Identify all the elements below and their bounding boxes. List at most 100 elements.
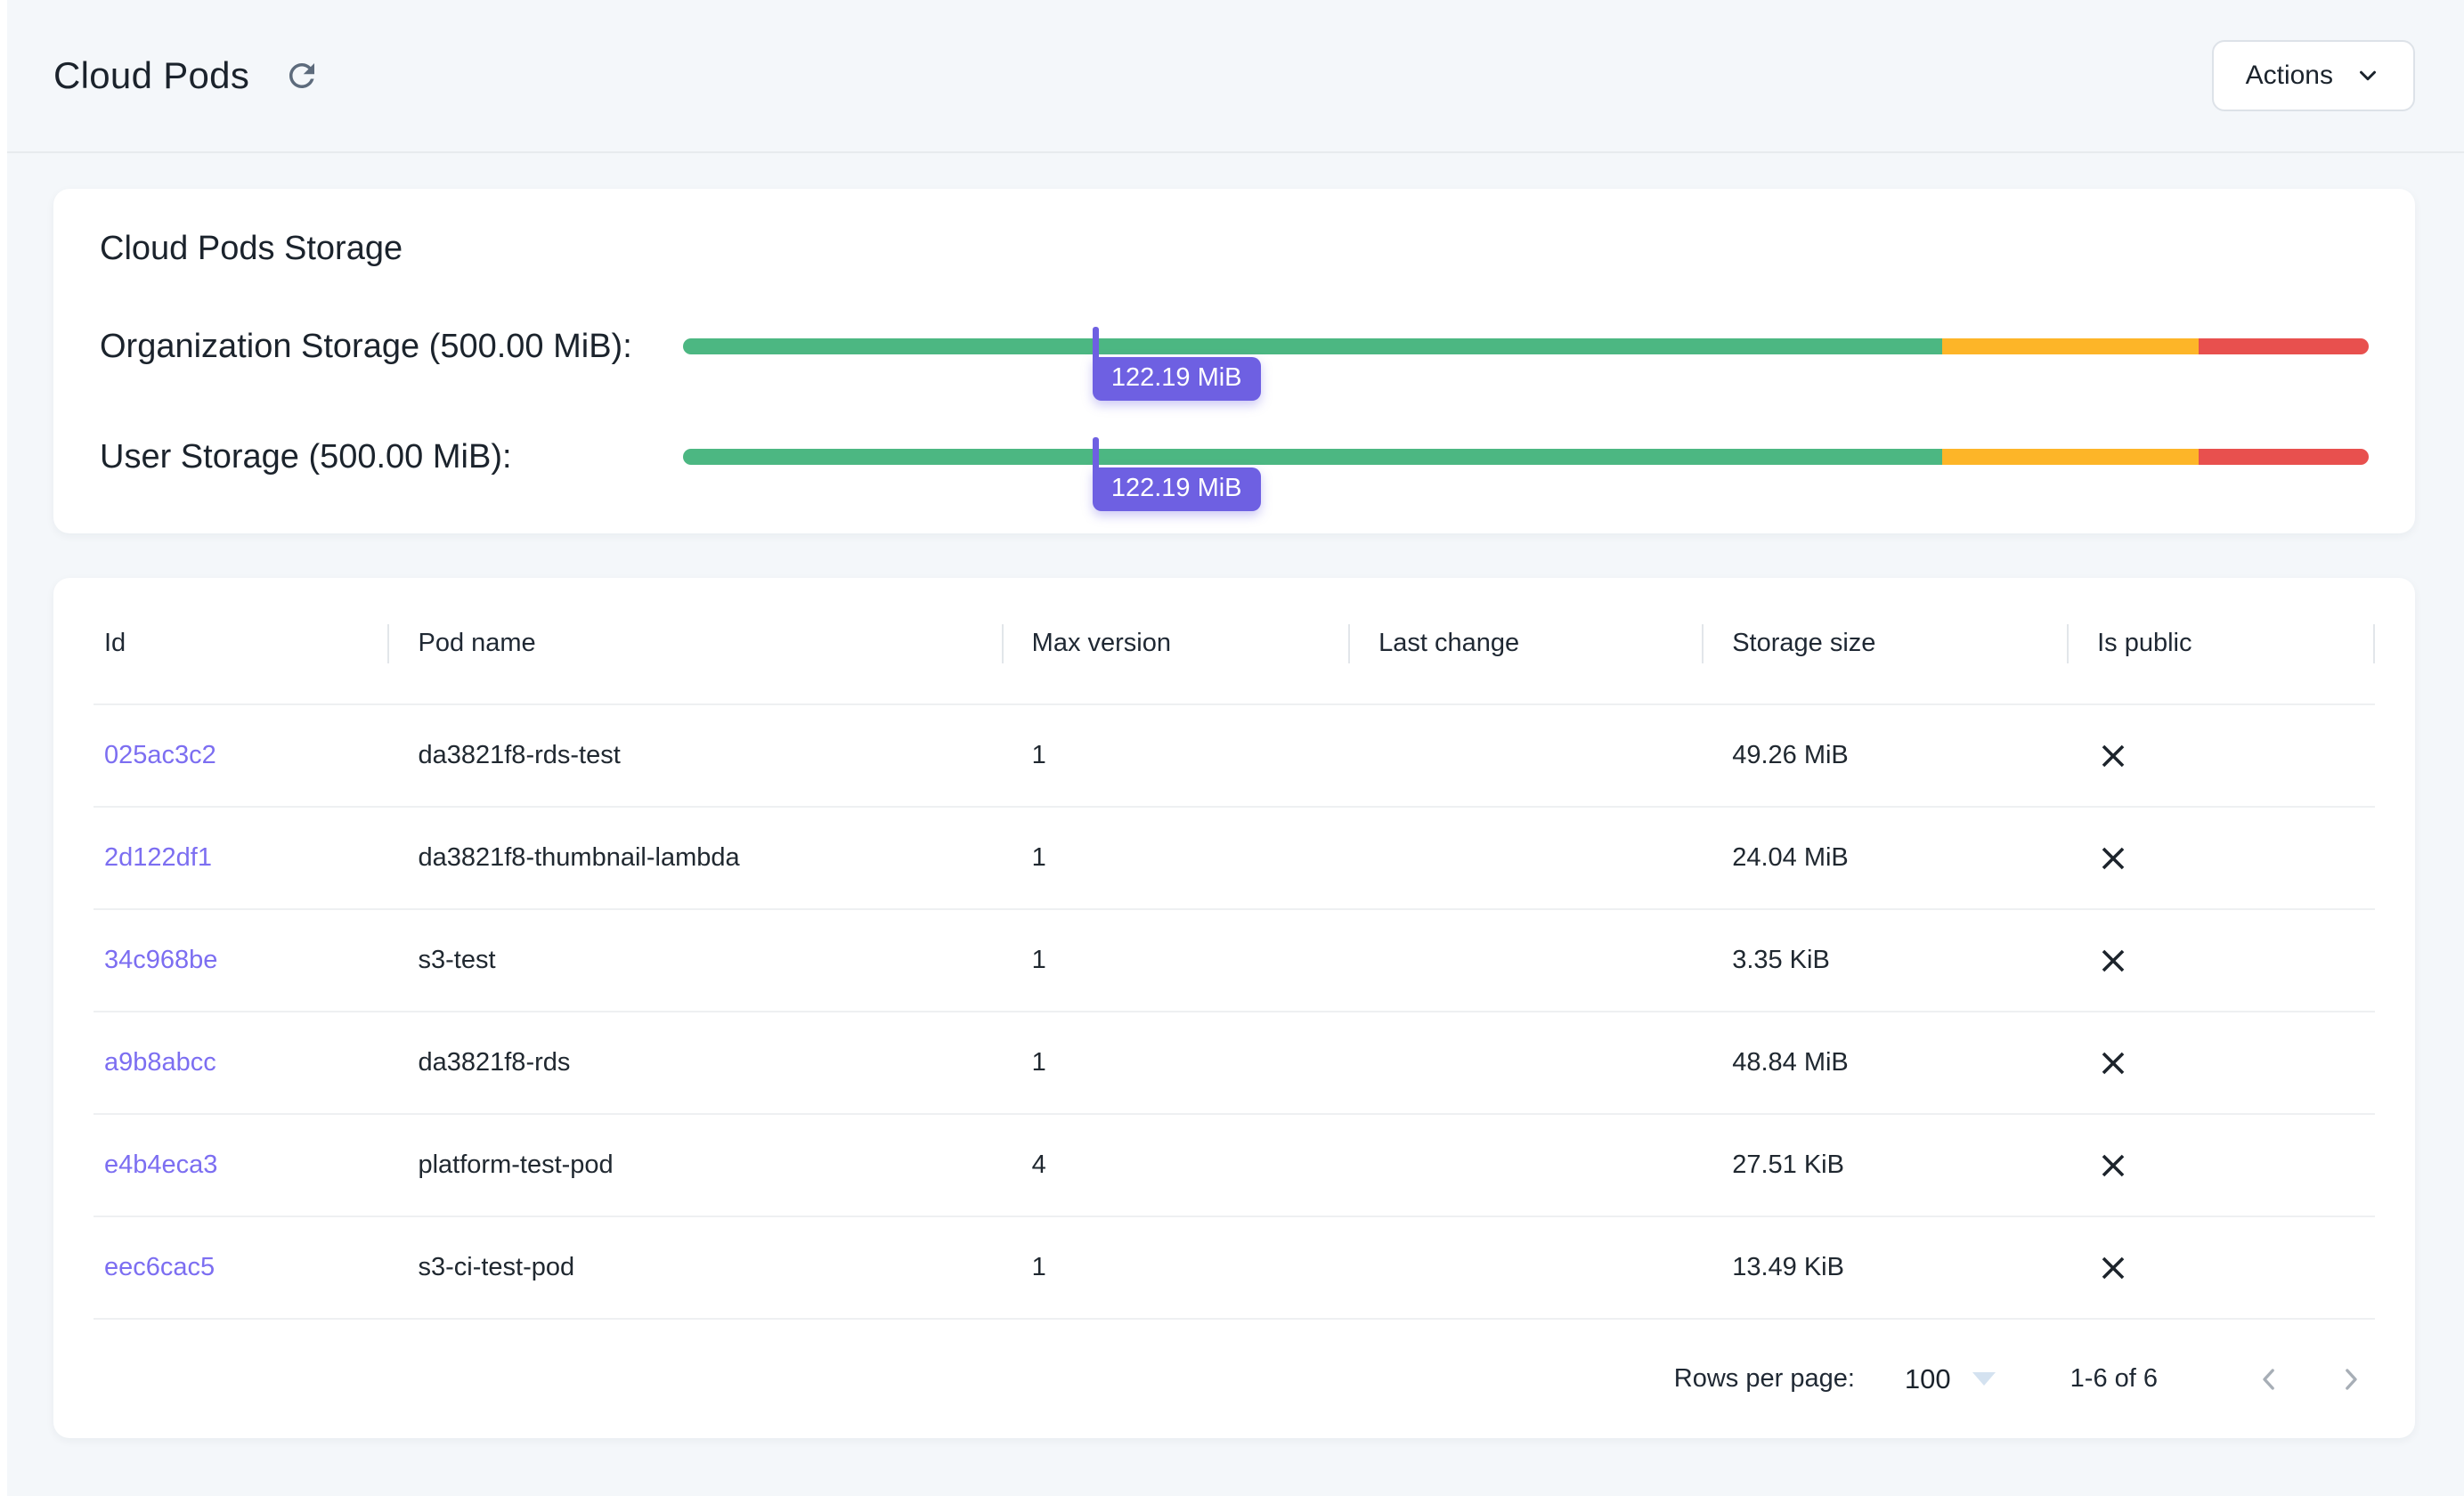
pagination-range-label: 1-6 of 6 (2070, 1364, 2158, 1393)
storage-usage-badge: 122.19 MiB (1092, 467, 1261, 511)
pod-id-link[interactable]: 025ac3c2 (104, 741, 216, 769)
storage-bars: Organization Storage (500.00 MiB): 122.19… (100, 314, 2369, 511)
cell-storage-size: 49.26 MiB (1702, 704, 2068, 808)
storage-bar-segment-danger-zone (2198, 449, 2369, 465)
table-header-row: Id Pod name Max version Last change Storage … (94, 583, 2375, 705)
storage-card-title: Cloud Pods Storage (100, 230, 403, 267)
not-public-icon (2097, 740, 2366, 772)
storage-bar-label: Organization Storage (500.00 MiB): (100, 327, 632, 365)
cell-storage-size: 24.04 MiB (1702, 807, 2068, 910)
cell-last-change (1348, 704, 1703, 808)
column-header-pod-name[interactable]: Pod name (387, 583, 1002, 705)
cell-pod-name: s3-ci-test-pod (387, 1216, 1002, 1320)
column-header-id[interactable]: Id (94, 583, 388, 705)
cloud-pods-storage-card: Cloud Pods Storage Organization Storage … (53, 189, 2415, 533)
actions-button-label: Actions (2245, 61, 2333, 90)
cell-storage-size: 3.35 KiB (1702, 909, 2068, 1012)
not-public-icon (2097, 1150, 2366, 1182)
cell-storage-size: 48.84 MiB (1702, 1012, 2068, 1115)
viewport-left-edge (0, 0, 7, 1496)
pod-id-link[interactable]: e4b4eca3 (104, 1150, 218, 1179)
actions-button[interactable]: Actions (2211, 40, 2415, 111)
cell-id: 34c968be (94, 909, 388, 1012)
column-header-is-public[interactable]: Is public (2067, 583, 2375, 705)
table-row: a9b8abcc da3821f8-rds 1 48.84 MiB (94, 1012, 2375, 1115)
storage-usage-marker-line (1092, 327, 1099, 362)
table-row: eec6cac5 s3-ci-test-pod 1 13.49 KiB (94, 1216, 2375, 1320)
pod-id-link[interactable]: 34c968be (104, 946, 218, 974)
cell-max-version: 1 (1001, 1012, 1349, 1115)
storage-bar-row-0: Organization Storage (500.00 MiB): 122.19… (100, 314, 2369, 401)
table-pagination: Rows per page: 100 1-6 of 6 (94, 1320, 2375, 1438)
column-header-storage-size[interactable]: Storage size (1702, 583, 2068, 705)
cell-pod-name: da3821f8-thumbnail-lambda (387, 807, 1002, 910)
cell-is-public (2067, 1216, 2375, 1320)
storage-bar-segment-warning-zone (1942, 338, 2199, 354)
storage-bar-segment-warning-zone (1942, 449, 2199, 465)
chevron-right-icon (2333, 1362, 2369, 1397)
page-title: Cloud Pods (53, 54, 250, 96)
caret-down-icon (1972, 1372, 1996, 1386)
cell-id: a9b8abcc (94, 1012, 388, 1115)
storage-usage-badge: 122.19 MiB (1092, 357, 1261, 401)
column-header-last-change[interactable]: Last change (1348, 583, 1703, 705)
pod-id-link[interactable]: eec6cac5 (104, 1253, 215, 1281)
storage-bar-segment-danger-zone (2198, 338, 2369, 354)
storage-bar-segment-ok-zone (683, 338, 1943, 354)
cell-is-public (2067, 1012, 2375, 1115)
refresh-icon (283, 57, 321, 94)
refresh-button[interactable] (278, 52, 326, 100)
cell-max-version: 1 (1001, 807, 1349, 910)
chevron-left-icon (2251, 1362, 2287, 1397)
cell-pod-name: platform-test-pod (387, 1114, 1002, 1217)
cell-is-public (2067, 909, 2375, 1012)
table-row: 34c968be s3-test 1 3.35 KiB (94, 909, 2375, 1012)
cell-pod-name: da3821f8-rds-test (387, 704, 1002, 808)
cell-last-change (1348, 1114, 1703, 1217)
storage-bar-track (683, 449, 2369, 465)
storage-bar: 122.19 MiB (683, 327, 2369, 401)
table-row: e4b4eca3 platform-test-pod 4 27.51 KiB (94, 1114, 2375, 1217)
not-public-icon (2097, 1047, 2366, 1079)
rows-per-page-value: 100 (1904, 1362, 1951, 1394)
cell-last-change (1348, 807, 1703, 910)
cell-id: eec6cac5 (94, 1216, 388, 1320)
table-row: 2d122df1 da3821f8-thumbnail-lambda 1 24.04 … (94, 807, 2375, 910)
pod-id-link[interactable]: 2d122df1 (104, 843, 212, 872)
storage-bar-label: User Storage (500.00 MiB): (100, 437, 512, 476)
cell-id: 2d122df1 (94, 807, 388, 910)
column-header-max-version[interactable]: Max version (1001, 583, 1349, 705)
next-page-button[interactable] (2327, 1355, 2375, 1403)
cell-max-version: 1 (1001, 909, 1349, 1012)
cell-last-change (1348, 909, 1703, 1012)
cell-max-version: 1 (1001, 704, 1349, 808)
cell-storage-size: 13.49 KiB (1702, 1216, 2068, 1320)
cell-is-public (2067, 704, 2375, 808)
previous-page-button[interactable] (2245, 1355, 2293, 1403)
storage-bar-row-1: User Storage (500.00 MiB): 122.19 MiB (100, 425, 2369, 511)
chevron-down-icon (2354, 62, 2381, 89)
not-public-icon (2097, 842, 2366, 874)
rows-per-page-label: Rows per page: (1673, 1364, 1855, 1393)
storage-bar-track (683, 338, 2369, 354)
cell-id: e4b4eca3 (94, 1114, 388, 1217)
cell-storage-size: 27.51 KiB (1702, 1114, 2068, 1217)
cell-last-change (1348, 1012, 1703, 1115)
not-public-icon (2097, 945, 2366, 977)
pod-id-link[interactable]: a9b8abcc (104, 1048, 216, 1077)
storage-usage-marker-line (1092, 437, 1099, 473)
cell-max-version: 4 (1001, 1114, 1349, 1217)
cloud-pods-table-card: Id Pod name Max version Last change Storage … (53, 578, 2415, 1438)
table-row: 025ac3c2 da3821f8-rds-test 1 49.26 MiB (94, 704, 2375, 808)
cell-pod-name: da3821f8-rds (387, 1012, 1002, 1115)
cell-pod-name: s3-test (387, 909, 1002, 1012)
page-header: Cloud Pods Actions (0, 0, 2464, 153)
cell-id: 025ac3c2 (94, 704, 388, 808)
cell-max-version: 1 (1001, 1216, 1349, 1320)
cloud-pods-table: Id Pod name Max version Last change Storage … (94, 583, 2375, 1320)
cell-last-change (1348, 1216, 1703, 1320)
rows-per-page-select[interactable]: 100 (1905, 1363, 1996, 1395)
storage-bar: 122.19 MiB (683, 437, 2369, 511)
cell-is-public (2067, 807, 2375, 910)
